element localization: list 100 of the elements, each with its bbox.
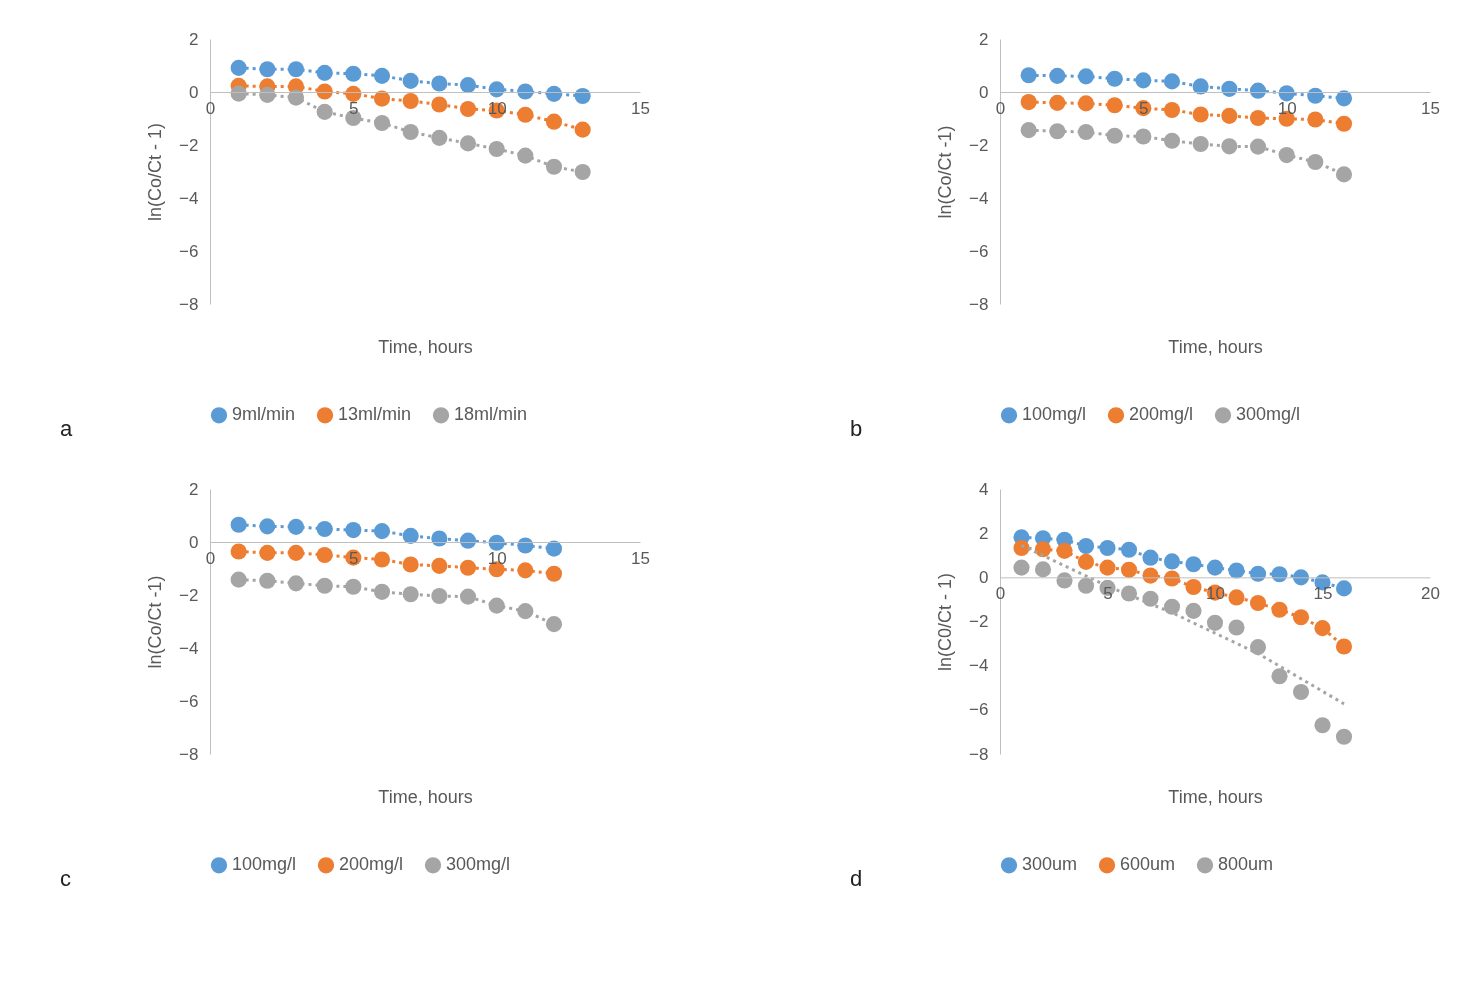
point bbox=[1292, 683, 1310, 700]
point bbox=[1221, 138, 1238, 155]
point bbox=[402, 527, 419, 544]
point bbox=[316, 546, 333, 564]
point bbox=[1335, 166, 1353, 183]
point bbox=[1335, 728, 1353, 745]
text: a bbox=[60, 416, 73, 441]
point bbox=[259, 86, 276, 103]
text: b bbox=[850, 416, 863, 441]
x-tick-label: 5 bbox=[1139, 98, 1149, 118]
point bbox=[517, 106, 534, 123]
point bbox=[287, 544, 305, 561]
point bbox=[316, 83, 333, 100]
point bbox=[1228, 589, 1245, 606]
legend-label: 800um bbox=[1218, 854, 1274, 875]
point bbox=[316, 577, 333, 594]
point bbox=[1249, 594, 1267, 611]
point bbox=[1163, 553, 1181, 570]
point bbox=[1271, 601, 1288, 618]
point bbox=[517, 537, 534, 554]
x-tick-label: 15 bbox=[1313, 583, 1333, 603]
point bbox=[1106, 70, 1123, 87]
point bbox=[1249, 565, 1267, 582]
point bbox=[287, 518, 305, 535]
point bbox=[1049, 67, 1066, 84]
point bbox=[402, 586, 419, 603]
point bbox=[1135, 128, 1152, 145]
point bbox=[488, 81, 505, 98]
text: d bbox=[850, 866, 863, 891]
point bbox=[459, 532, 477, 549]
point bbox=[316, 64, 333, 81]
y-tick-label: −8 bbox=[969, 294, 989, 314]
point bbox=[230, 516, 247, 533]
point bbox=[1221, 107, 1238, 124]
point bbox=[1077, 537, 1095, 555]
point bbox=[373, 523, 391, 540]
legend-label: 300mg/l bbox=[446, 854, 511, 875]
x-tick-label: 15 bbox=[1421, 98, 1440, 118]
x-tick-label: 20 bbox=[1421, 583, 1440, 603]
y-tick-label: 0 bbox=[189, 82, 199, 102]
point bbox=[1335, 638, 1353, 655]
point bbox=[545, 113, 563, 130]
point bbox=[1335, 115, 1353, 132]
point bbox=[517, 83, 534, 100]
point bbox=[373, 67, 391, 84]
point bbox=[545, 85, 563, 102]
y-tick-label: −6 bbox=[969, 700, 989, 720]
point bbox=[1335, 580, 1353, 597]
point bbox=[1292, 609, 1310, 626]
point bbox=[574, 121, 591, 138]
point bbox=[574, 163, 591, 181]
point bbox=[1271, 668, 1288, 685]
point bbox=[259, 572, 276, 589]
point bbox=[1013, 559, 1030, 576]
point bbox=[459, 77, 477, 94]
point bbox=[1049, 123, 1066, 140]
x-axis-title: Time, hours bbox=[378, 336, 473, 357]
legend-label: 200mg/l bbox=[339, 854, 404, 875]
x-axis-title: Time, hours bbox=[1168, 786, 1263, 807]
y-tick-label: 2 bbox=[189, 29, 199, 49]
y-tick-label: −2 bbox=[969, 612, 989, 631]
point bbox=[1185, 579, 1202, 596]
x-tick-label: 0 bbox=[205, 548, 216, 568]
point bbox=[1185, 602, 1202, 619]
point bbox=[431, 75, 448, 92]
point bbox=[402, 92, 419, 110]
x-tick-label: 10 bbox=[487, 548, 507, 568]
point bbox=[373, 551, 391, 568]
point bbox=[287, 61, 305, 78]
point bbox=[545, 616, 563, 633]
point bbox=[431, 588, 448, 605]
point bbox=[1206, 559, 1224, 576]
point bbox=[1099, 539, 1116, 557]
legend-label: 13ml/min bbox=[338, 404, 412, 425]
point bbox=[1163, 101, 1181, 119]
point bbox=[431, 96, 448, 113]
y-tick-label: −4 bbox=[969, 656, 989, 676]
x-tick-label: 5 bbox=[349, 98, 359, 118]
point bbox=[1206, 614, 1224, 631]
y-tick-label: −6 bbox=[179, 241, 199, 261]
point bbox=[1192, 106, 1209, 123]
y-tick-label: −2 bbox=[179, 585, 199, 605]
y-tick-label: 0 bbox=[979, 567, 989, 587]
point bbox=[373, 114, 391, 132]
x-axis-title: Time, hours bbox=[1168, 336, 1263, 357]
x-tick-label: 0 bbox=[995, 98, 1006, 118]
point bbox=[1049, 94, 1066, 111]
point bbox=[402, 556, 419, 573]
point bbox=[402, 123, 419, 141]
point bbox=[1142, 549, 1159, 566]
y-axis-title: ln(Co/Ct -1) bbox=[935, 125, 956, 219]
point bbox=[545, 565, 563, 582]
x-tick-label: 10 bbox=[1277, 98, 1297, 118]
y-tick-label: −8 bbox=[179, 744, 199, 764]
y-tick-label: 2 bbox=[979, 29, 989, 49]
point bbox=[1056, 542, 1073, 559]
point bbox=[1228, 562, 1245, 579]
point bbox=[345, 85, 362, 102]
y-axis-title: ln(C0/Ct - 1) bbox=[935, 572, 956, 672]
point bbox=[1077, 95, 1095, 112]
